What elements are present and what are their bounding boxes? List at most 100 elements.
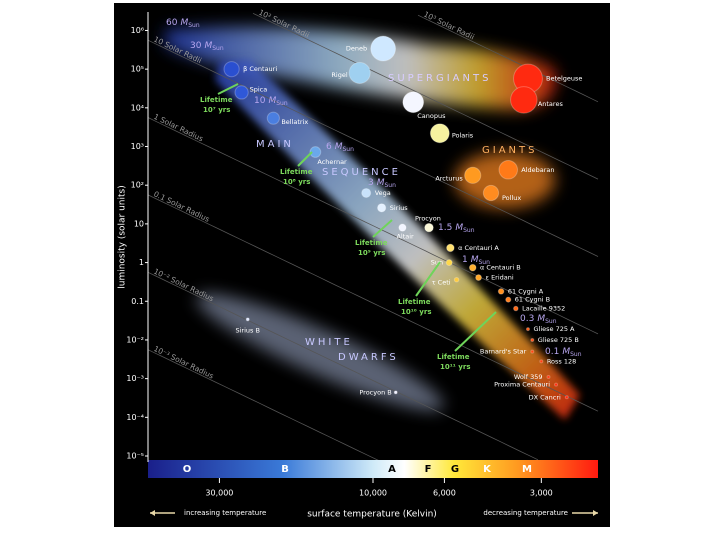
mass-unit-sub: Sun <box>188 22 200 29</box>
star-label: Lacaille 9352 <box>522 304 565 312</box>
y-tick-label: 10⁻³ <box>126 374 144 383</box>
x-tick-label: 10,000 <box>359 489 387 498</box>
star <box>464 166 482 184</box>
mass-unit-sub: Sun <box>212 45 224 52</box>
x-tick-label: 6,000 <box>433 489 456 498</box>
star <box>498 160 519 180</box>
star-label: ε Eridani <box>485 274 513 282</box>
star <box>393 390 398 395</box>
star-label: Spica <box>250 85 268 93</box>
mass-unit: M <box>562 347 570 357</box>
star <box>530 337 535 342</box>
star <box>468 263 477 272</box>
star-label: Sun <box>431 259 443 267</box>
note: decreasing temperature <box>483 509 568 517</box>
star <box>475 274 482 281</box>
region-label: WHITE <box>305 337 353 348</box>
star-label: Polaris <box>452 131 474 139</box>
spectral-class: K <box>483 464 492 475</box>
star-label: Vega <box>375 189 391 197</box>
radius-line <box>417 14 599 103</box>
mass-unit-sub: Sun <box>479 259 491 266</box>
radius-line <box>147 194 599 412</box>
lifetime-word: Lifetime <box>355 239 388 247</box>
lifetime-value: 10¹⁰ yrs <box>401 308 432 316</box>
mass-value: 0.1 <box>545 347 559 357</box>
spectral-class: G <box>451 464 459 475</box>
spectral-classes: O B A F G K M <box>183 464 532 475</box>
spectral-class: F <box>425 464 432 475</box>
mass-unit: M <box>537 314 545 324</box>
star <box>525 327 530 332</box>
mass-unit: M <box>180 18 188 28</box>
star-label: β Centauri <box>243 65 277 73</box>
x-tick-label: 3,000 <box>530 489 553 498</box>
spectral-class: B <box>281 464 289 475</box>
lifetime-value: 10⁷ yrs <box>203 106 230 114</box>
spectral-class: A <box>388 464 396 475</box>
mass-value: 10 <box>254 96 266 106</box>
star <box>424 222 434 233</box>
lifetime-word: Lifetime <box>437 353 470 361</box>
star-label: Sirius B <box>236 326 260 334</box>
mass-unit-sub: Sun <box>463 227 475 234</box>
star <box>539 359 544 364</box>
radius-line <box>147 349 381 462</box>
star <box>510 86 538 114</box>
region-label: MAIN <box>256 139 294 150</box>
lifetime-arrow <box>415 261 441 297</box>
star-label: Barnard's Star <box>480 348 527 356</box>
star <box>546 375 551 380</box>
star <box>505 296 512 303</box>
star <box>513 305 519 312</box>
star-label: Procyon <box>415 215 441 223</box>
star-label: Gliese 725 B <box>538 336 579 344</box>
note: increasing temperature <box>184 509 266 517</box>
mass-label: 0.3 MSun <box>520 314 557 325</box>
y-tick-label: 10³ <box>131 142 144 151</box>
region-label: SEQUENCE <box>322 167 401 178</box>
mass-value: 3 <box>368 178 374 188</box>
star <box>234 85 249 100</box>
mass-unit-sub: Sun <box>276 100 288 107</box>
star-label: Deneb <box>346 45 367 53</box>
lifetime-value: 10⁹ yrs <box>358 249 385 257</box>
star-label: α Centauri B <box>480 264 521 272</box>
star <box>530 349 535 354</box>
star <box>309 146 322 158</box>
star-label: Aldebaran <box>521 166 554 174</box>
star <box>266 111 280 125</box>
mass-label: 10 MSun <box>254 96 288 107</box>
star <box>564 395 569 400</box>
region-label: SUPERGIANTS <box>388 73 491 84</box>
spectral-bar <box>148 460 598 478</box>
star-label: Achernar <box>317 158 347 166</box>
spectral-class: M <box>522 464 532 475</box>
y-tick-label: 10⁶ <box>131 26 144 35</box>
mass-unit-sub: Sun <box>545 318 557 325</box>
mass-label: 0.1 MSun <box>545 347 582 358</box>
star-label: DX Cancri <box>529 393 561 401</box>
mass-value: 30 <box>190 41 202 51</box>
mass-unit: M <box>204 41 212 51</box>
y-tick-label: 0.1 <box>131 297 144 306</box>
y-tick-label: 10² <box>131 181 144 190</box>
star-label: Procyon B <box>359 388 391 396</box>
star <box>398 223 407 232</box>
star-label: Gliese 725 A <box>533 325 575 333</box>
star <box>482 184 500 202</box>
lifetime-word: Lifetime <box>398 298 431 306</box>
y-tick-label: 10⁻⁴ <box>126 413 144 422</box>
mass-label: 60 MSun <box>166 18 200 29</box>
arrow-head <box>150 510 155 516</box>
mass-unit: M <box>377 178 385 188</box>
star-label: Sirius <box>390 204 409 212</box>
y-tick-label: 10⁴ <box>131 103 144 112</box>
lifetime-arrow <box>372 219 393 238</box>
region-label: DWARFS <box>338 352 399 363</box>
star-label: Wolf 359 <box>514 373 543 381</box>
radius-line <box>147 271 539 461</box>
lifetime-arrow <box>454 311 497 352</box>
axes: 10⁶ 10⁵ 10⁴ 10³ 10² 10 1 0.1 10⁻² 10⁻³ 10⁻⁴ 10⁻⁵ 30,… <box>126 12 553 498</box>
